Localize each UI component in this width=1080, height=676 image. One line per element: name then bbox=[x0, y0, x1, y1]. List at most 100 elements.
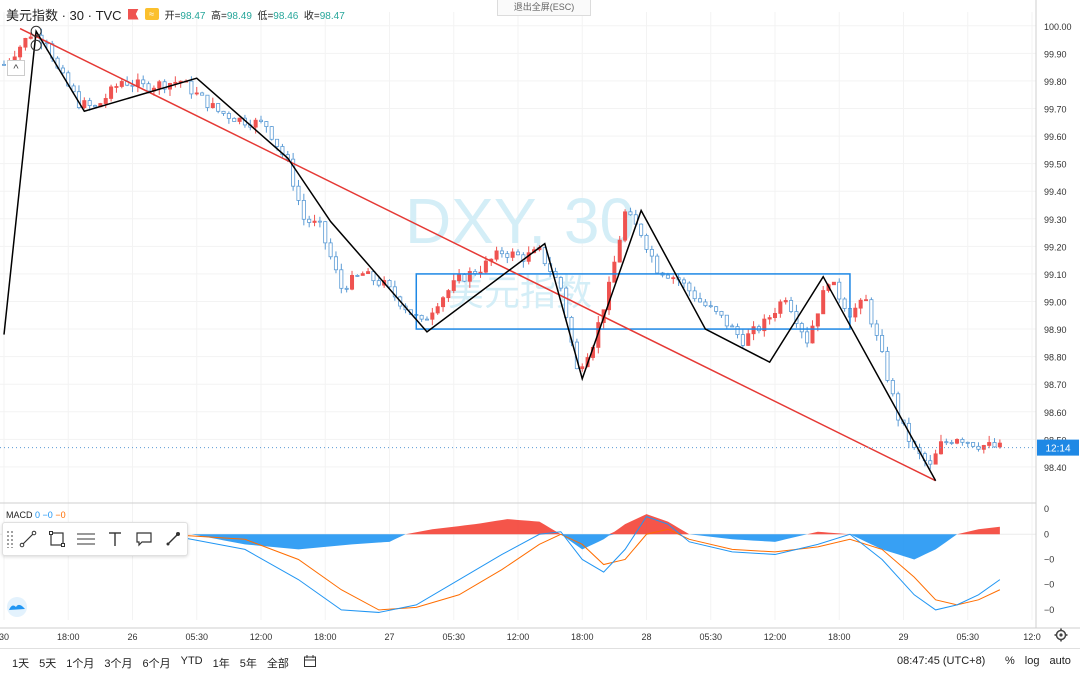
candle-body bbox=[312, 220, 317, 223]
auto-toggle[interactable]: auto bbox=[1049, 655, 1071, 667]
candle-body bbox=[376, 280, 381, 286]
settings-gear-icon[interactable] bbox=[1054, 628, 1068, 642]
log-toggle[interactable]: log bbox=[1024, 655, 1040, 667]
macd-legend: MACD 0 −0 −0 bbox=[6, 510, 66, 520]
candle-body bbox=[928, 460, 933, 465]
candle-body bbox=[339, 269, 344, 289]
candle-body bbox=[424, 318, 429, 321]
brush-tool-icon[interactable] bbox=[158, 526, 187, 552]
candle-body bbox=[515, 251, 521, 256]
y-tick-label: 99.50 bbox=[1044, 160, 1067, 170]
candle-body bbox=[441, 297, 446, 308]
candle-body bbox=[880, 335, 885, 352]
candle-body bbox=[681, 279, 686, 284]
exit-fullscreen-button[interactable]: 退出全屏(ESC) bbox=[497, 0, 591, 16]
candle-body bbox=[837, 281, 842, 300]
calendar-icon[interactable] bbox=[304, 655, 316, 667]
range-1m[interactable]: 1个月 bbox=[66, 658, 95, 670]
clock-readout[interactable]: 08:47:45 (UTC+8) bbox=[897, 655, 986, 667]
candle-body bbox=[1, 63, 7, 66]
candle-body bbox=[944, 441, 949, 444]
range-5y[interactable]: 5年 bbox=[239, 658, 257, 670]
candle-body bbox=[612, 261, 617, 283]
range-5d[interactable]: 5天 bbox=[39, 658, 57, 670]
pivot-markers bbox=[30, 25, 42, 51]
candles bbox=[1, 28, 1002, 470]
candle-body bbox=[703, 301, 708, 307]
callout-tool-icon[interactable] bbox=[129, 526, 158, 552]
candle-body bbox=[430, 312, 435, 320]
range-6m[interactable]: 6个月 bbox=[142, 658, 171, 670]
percent-toggle[interactable]: % bbox=[1005, 655, 1015, 667]
x-tick-label: 27 bbox=[384, 632, 394, 642]
current-price-badge bbox=[1037, 439, 1079, 456]
fib-tool-icon[interactable] bbox=[72, 526, 101, 552]
x-tick-label: 18:00 bbox=[571, 632, 594, 642]
signal-line bbox=[4, 528, 1001, 611]
candle-body bbox=[949, 442, 954, 444]
drawings[interactable] bbox=[3, 27, 937, 482]
axes: 100.00 99.90 99.80 99.70 99.60 99.50 99.40 99.3… bbox=[0, 0, 1080, 642]
symbol-title[interactable]: 美元指数 · 30 · TVC bbox=[6, 7, 122, 23]
candle-body bbox=[264, 121, 269, 127]
candle-body bbox=[307, 218, 312, 223]
range-all[interactable]: 全部 bbox=[266, 658, 289, 670]
collapse-legend-button[interactable]: ^ bbox=[7, 60, 25, 76]
tradingview-logo-icon[interactable] bbox=[4, 596, 30, 618]
y-tick-label: 98.70 bbox=[1044, 380, 1067, 390]
candle-body bbox=[462, 274, 467, 282]
candle-body bbox=[226, 113, 231, 119]
candle-body bbox=[93, 105, 98, 108]
candle-body bbox=[933, 453, 938, 465]
candle-body bbox=[355, 275, 360, 277]
range-3m[interactable]: 3个月 bbox=[104, 658, 133, 670]
range-1y[interactable]: 1年 bbox=[212, 658, 230, 670]
drag-handle-icon[interactable] bbox=[6, 530, 14, 548]
candle-body bbox=[730, 325, 735, 328]
chart-header: 美元指数 · 30 · TVC ≈ 开=98.47 高=98.49 低=98.4… bbox=[6, 5, 345, 23]
candle-body bbox=[810, 325, 815, 344]
macd-tick-label: −0 bbox=[1044, 554, 1054, 564]
text-tool-icon[interactable] bbox=[100, 526, 129, 552]
trend-line-tool-icon[interactable] bbox=[14, 526, 43, 552]
candle-body bbox=[157, 81, 162, 89]
candle-body bbox=[671, 277, 676, 280]
flag-icon[interactable] bbox=[127, 8, 139, 20]
candle-body bbox=[628, 211, 633, 216]
candle-body bbox=[735, 326, 740, 336]
candle-body bbox=[885, 351, 890, 381]
y-tick-label: 99.40 bbox=[1044, 187, 1067, 197]
candle-body bbox=[815, 313, 820, 327]
candle-body bbox=[173, 81, 178, 84]
x-tick-label: 18:00 bbox=[828, 632, 851, 642]
candle-body bbox=[275, 138, 280, 147]
drawing-toolbar[interactable] bbox=[2, 522, 188, 556]
candle-body bbox=[799, 323, 804, 333]
candle-body bbox=[692, 290, 697, 300]
candle-body bbox=[194, 92, 199, 95]
candle-body bbox=[435, 306, 440, 314]
candle-body bbox=[869, 299, 874, 325]
macd-histogram-positive bbox=[4, 514, 1000, 535]
candle-body bbox=[783, 300, 788, 303]
candle-body bbox=[499, 250, 504, 255]
candle-body bbox=[853, 307, 858, 318]
x-tick-label: 18:00 bbox=[57, 632, 80, 642]
chart-canvas[interactable]: DXY, 30 美元指数 100.0099.9099.8099.7099.609… bbox=[0, 0, 1080, 648]
compare-icon[interactable]: ≈ bbox=[144, 8, 159, 20]
candle-body bbox=[82, 100, 87, 109]
current-price-label: 12:14 bbox=[1045, 444, 1070, 455]
trend-line bbox=[19, 27, 936, 482]
candle-body bbox=[280, 146, 285, 156]
candle-body bbox=[23, 37, 28, 48]
macd-tick-label: −0 bbox=[1044, 605, 1054, 615]
rectangle-tool-icon[interactable] bbox=[43, 526, 72, 552]
candle-body bbox=[366, 271, 371, 275]
candle-body bbox=[216, 103, 221, 112]
x-tick-label: 26 bbox=[127, 632, 137, 642]
candle-body bbox=[317, 220, 322, 223]
candle-body bbox=[103, 98, 108, 104]
range-1d[interactable]: 1天 bbox=[12, 658, 30, 670]
candle-body bbox=[28, 36, 33, 39]
range-ytd[interactable]: YTD bbox=[180, 655, 203, 667]
